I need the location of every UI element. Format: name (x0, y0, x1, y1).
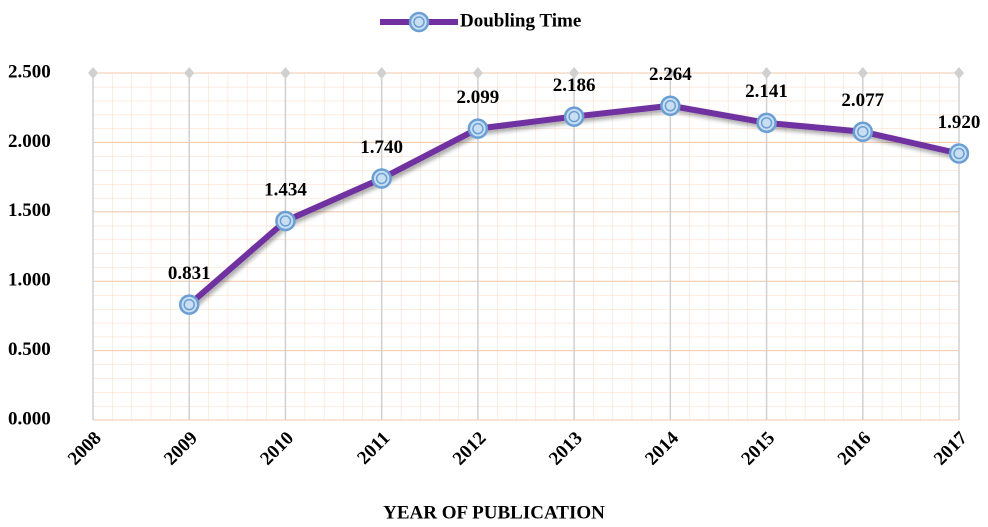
data-point (852, 121, 874, 142)
y-tick-label: 0.500 (8, 339, 51, 360)
x-tick-label: 2009 (160, 428, 202, 470)
data-label: 2.099 (457, 87, 500, 108)
y-tick-label: 2.000 (8, 131, 51, 152)
data-point-inner (857, 125, 869, 138)
data-label: 1.920 (938, 112, 981, 133)
data-point-inner (953, 147, 965, 160)
grid-diamond (472, 67, 483, 79)
grid-diamond (761, 67, 772, 79)
data-point (178, 294, 200, 315)
data-label: 2.141 (745, 81, 788, 102)
x-tick-label: 2012 (449, 428, 491, 470)
minor-grid (93, 73, 959, 420)
data-point-inner (664, 100, 677, 112)
y-tick-label: 2.500 (8, 61, 51, 82)
data-point (948, 143, 970, 164)
data-point-inner (472, 122, 484, 135)
data-point (563, 106, 585, 127)
grid-diamond (857, 67, 868, 79)
data-point (275, 210, 296, 232)
grid-diamond (376, 67, 387, 79)
data-label: 1.740 (360, 137, 403, 158)
data-point (756, 112, 777, 134)
y-tick-label: 1.000 (8, 270, 51, 291)
data-label: 2.264 (649, 64, 692, 85)
data-point-inner (183, 298, 195, 311)
x-tick-label: 2017 (930, 427, 972, 469)
data-point-inner (279, 215, 292, 227)
grid-diamond (88, 67, 98, 79)
grid-diamond (569, 67, 580, 79)
data-label: 2.077 (841, 90, 884, 111)
x-tick-label: 2013 (545, 428, 587, 470)
y-tick-label: 0.000 (8, 408, 51, 429)
x-tick-label: 2008 (64, 428, 106, 470)
x-tick-label: 2015 (737, 428, 779, 470)
x-tick-label: 2014 (641, 427, 683, 469)
y-tick-label: 1.500 (8, 200, 51, 221)
data-point (660, 95, 681, 117)
data-point (467, 118, 489, 139)
x-tick-label: 2016 (834, 428, 876, 470)
grid-diamond (665, 67, 676, 79)
data-label: 1.434 (264, 179, 307, 200)
data-point-inner (760, 117, 773, 129)
legend-label: Doubling Time (460, 10, 581, 31)
x-axis-title: YEAR OF PUBLICATION (383, 502, 605, 523)
data-point-inner (568, 110, 580, 123)
x-tick-label: 2010 (256, 428, 298, 470)
x-tick-label: 2011 (353, 428, 394, 469)
grid-diamond (184, 67, 195, 79)
grid-diamond (280, 67, 291, 79)
data-label: 0.831 (168, 263, 211, 284)
legend-marker-inner (413, 16, 425, 28)
data-point (371, 168, 392, 189)
data-label: 2.186 (553, 75, 596, 96)
grid-diamond (954, 67, 964, 79)
legend-marker (408, 11, 430, 33)
data-point-inner (375, 172, 388, 185)
